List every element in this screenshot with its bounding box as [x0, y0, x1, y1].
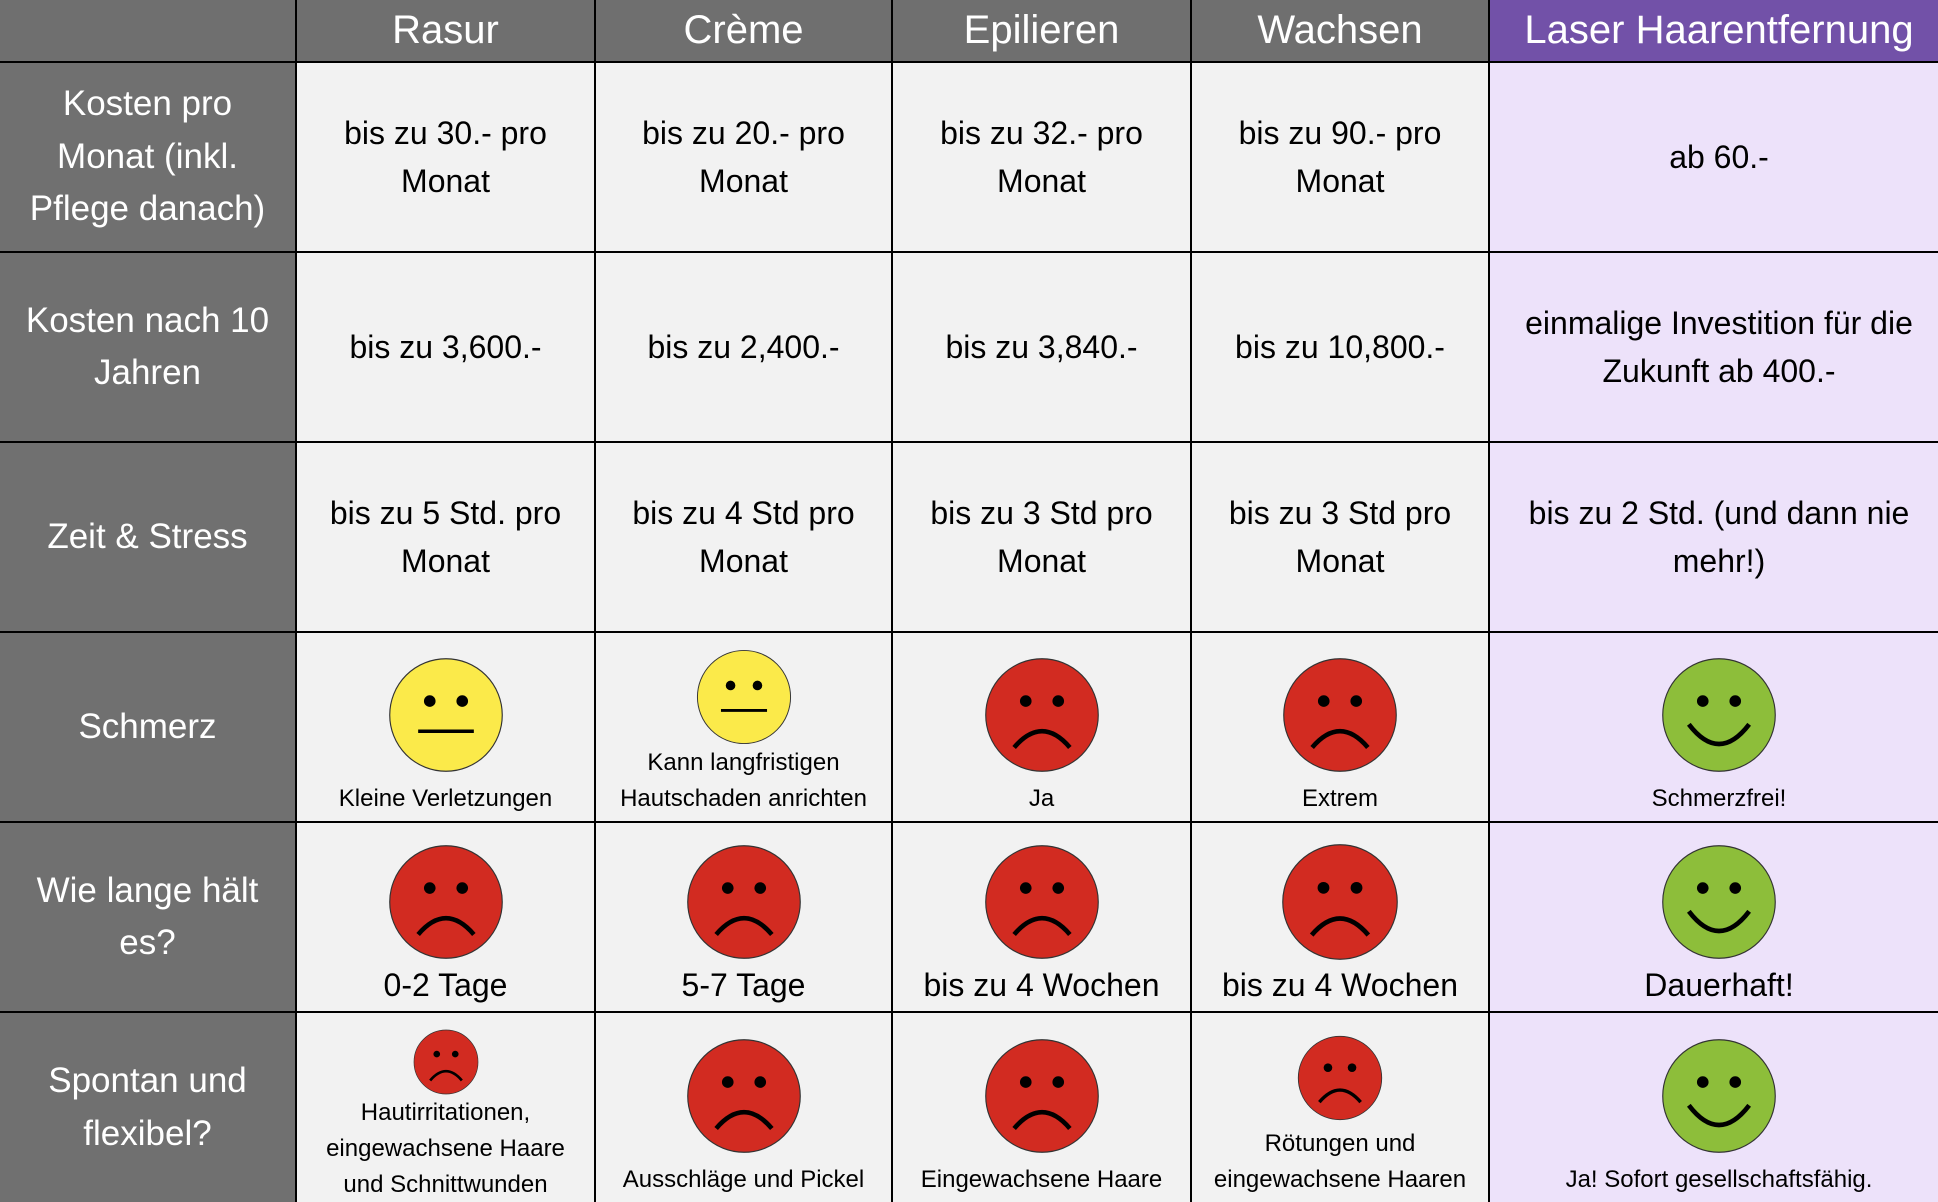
- happy-face-icon: [1662, 658, 1776, 772]
- value-cell: bis zu 3 Std pro Monat: [1192, 443, 1488, 631]
- rating-cell: Kann langfristigen Hautschaden anrichten: [596, 633, 891, 821]
- value-cell: bis zu 20.- pro Monat: [596, 63, 891, 251]
- rating-caption: Ja! Sofort gesellschaftsfähig.: [1565, 1166, 1873, 1193]
- sad-face-icon: [413, 1029, 478, 1095]
- rating-caption: Kleine Verletzungen: [338, 785, 553, 812]
- column-header-4: Wachsen: [1192, 0, 1488, 61]
- rating-cell: Eingewachsene Haare: [893, 1013, 1190, 1202]
- value-cell: einmalige Investition für die Zukunft ab…: [1490, 253, 1938, 441]
- rating-caption: 0-2 Tage: [383, 967, 508, 1004]
- face-wrap: [1661, 839, 1777, 965]
- rating-cell: Rötungen und eingewachsene Haaren: [1192, 1013, 1488, 1202]
- value-cell: bis zu 4 Std pro Monat: [596, 443, 891, 631]
- rating-cell: bis zu 4 Wochen: [893, 823, 1190, 1011]
- rating-caption: Rötungen und eingewachsene Haaren: [1213, 1130, 1467, 1193]
- face-wrap: [1297, 1029, 1383, 1126]
- value-cell: bis zu 3,600.-: [297, 253, 594, 441]
- rating-cell: Ja: [893, 633, 1190, 821]
- face-wrap: [984, 1029, 1100, 1162]
- rating-caption: Ja: [1028, 785, 1055, 812]
- face-wrap: [984, 839, 1100, 965]
- face-wrap: [413, 1029, 479, 1095]
- neutral-face-icon: [696, 649, 791, 745]
- header-corner: [0, 0, 295, 61]
- rating-cell: Dauerhaft!: [1490, 823, 1938, 1011]
- happy-face-icon: [1662, 845, 1776, 960]
- face-wrap: [388, 649, 504, 781]
- face-wrap: [686, 839, 802, 965]
- rating-cell: Schmerzfrei!: [1490, 633, 1938, 821]
- sad-face-icon: [984, 1038, 1099, 1153]
- face-wrap: [1282, 649, 1398, 781]
- value-cell: bis zu 90.- pro Monat: [1192, 63, 1488, 251]
- row-label: Kosten pro Monat (inkl. Pflege danach): [0, 63, 295, 251]
- sad-face-icon: [984, 845, 1099, 960]
- rating-cell: Kleine Verletzungen: [297, 633, 594, 821]
- row-label: Schmerz: [0, 633, 295, 821]
- face-wrap: [388, 839, 504, 965]
- row-label: Kosten nach 10 Jahren: [0, 253, 295, 441]
- column-header-5: Laser Haarentfernung: [1490, 0, 1938, 61]
- column-header-2: Crème: [596, 0, 891, 61]
- value-cell: bis zu 32.- pro Monat: [893, 63, 1190, 251]
- rating-caption: Ausschläge und Pickel: [622, 1166, 865, 1193]
- rating-cell: Hautirritationen, eingewachsene Haare un…: [297, 1013, 594, 1202]
- sad-face-icon: [1297, 1035, 1383, 1120]
- value-cell: bis zu 2 Std. (und dann nie mehr!): [1490, 443, 1938, 631]
- rating-caption: Dauerhaft!: [1644, 967, 1794, 1004]
- rating-cell: Ja! Sofort gesellschaftsfähig.: [1490, 1013, 1938, 1202]
- column-header-3: Epilieren: [893, 0, 1190, 61]
- sad-face-icon: [686, 1038, 801, 1153]
- sad-face-icon: [1282, 844, 1398, 961]
- neutral-face-icon: [388, 658, 503, 772]
- face-wrap: [1281, 839, 1399, 965]
- face-wrap: [1661, 649, 1777, 781]
- value-cell: bis zu 5 Std. pro Monat: [297, 443, 594, 631]
- rating-caption: Schmerzfrei!: [1651, 785, 1787, 812]
- rating-cell: 0-2 Tage: [297, 823, 594, 1011]
- value-cell: bis zu 2,400.-: [596, 253, 891, 441]
- rating-caption: bis zu 4 Wochen: [1222, 967, 1458, 1004]
- row-label: Wie lange hält es?: [0, 823, 295, 1011]
- happy-face-icon: [1662, 1038, 1776, 1153]
- rating-caption: Hautirritationen, eingewachsene Haare un…: [326, 1099, 565, 1198]
- row-label: Spontan und flexibel?: [0, 1013, 295, 1202]
- value-cell: bis zu 10,800.-: [1192, 253, 1488, 441]
- rating-caption: 5-7 Tage: [681, 967, 806, 1004]
- face-wrap: [984, 649, 1100, 781]
- sad-face-icon: [388, 845, 503, 960]
- rating-cell: Extrem: [1192, 633, 1488, 821]
- value-cell: ab 60.-: [1490, 63, 1938, 251]
- rating-caption: Eingewachsene Haare: [920, 1166, 1163, 1193]
- rating-caption: Kann langfristigen Hautschaden anrichten: [620, 749, 867, 812]
- sad-face-icon: [1283, 658, 1397, 772]
- rating-caption: bis zu 4 Wochen: [923, 967, 1160, 1004]
- row-label: Zeit & Stress: [0, 443, 295, 631]
- value-cell: bis zu 30.- pro Monat: [297, 63, 594, 251]
- rating-cell: bis zu 4 Wochen: [1192, 823, 1488, 1011]
- value-cell: bis zu 3 Std pro Monat: [893, 443, 1190, 631]
- sad-face-icon: [984, 658, 1099, 772]
- sad-face-icon: [686, 845, 801, 960]
- face-wrap: [686, 1029, 802, 1162]
- column-header-1: Rasur: [297, 0, 594, 61]
- face-wrap: [1661, 1029, 1777, 1162]
- face-wrap: [696, 649, 792, 745]
- value-cell: bis zu 3,840.-: [893, 253, 1190, 441]
- rating-cell: Ausschläge und Pickel: [596, 1013, 891, 1202]
- rating-cell: 5-7 Tage: [596, 823, 891, 1011]
- rating-caption: Extrem: [1301, 785, 1378, 812]
